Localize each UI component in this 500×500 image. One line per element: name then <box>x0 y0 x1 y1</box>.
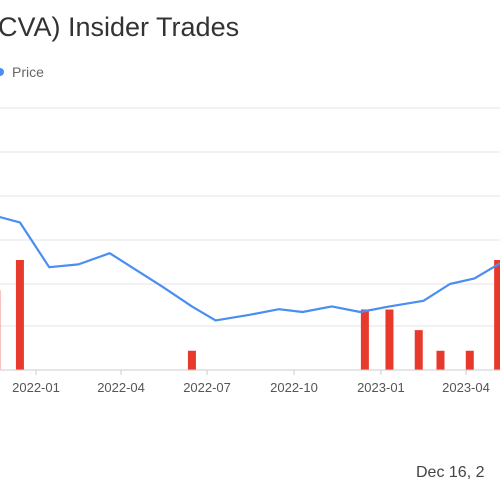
price-line[interactable] <box>0 208 500 322</box>
x-tick-label-5: 2023-04 <box>442 380 490 395</box>
chart-title: CVA) Insider Trades <box>0 12 240 42</box>
chart-legend[interactable]: Price <box>0 64 44 80</box>
trade-bar-6[interactable] <box>436 350 445 370</box>
trade-bar-4[interactable] <box>385 309 394 371</box>
x-tick-label-0: 2022-01 <box>12 380 60 395</box>
trade-bar-5[interactable] <box>414 330 423 370</box>
trade-bar-1[interactable] <box>15 260 24 370</box>
legend-price-label: Price <box>12 64 44 80</box>
trade-bar-2[interactable] <box>187 350 196 370</box>
trade-bar-3[interactable] <box>360 309 369 371</box>
x-tick-label-2: 2022-07 <box>183 380 231 395</box>
x-tick-label-4: 2023-01 <box>357 380 405 395</box>
grid-lines <box>0 107 500 327</box>
price-line-layer <box>0 208 500 322</box>
insider-trade-bars <box>0 260 500 370</box>
legend-price-swatch <box>0 68 4 76</box>
trade-bar-7[interactable] <box>465 350 474 370</box>
x-tick-label-3: 2022-10 <box>270 380 318 395</box>
x-tick-label-1: 2022-04 <box>97 380 145 395</box>
trade-bar-8[interactable] <box>494 260 500 370</box>
x-axis: 2022-01 2022-04 2022-07 2022-10 2023-01 2023-… <box>0 369 500 395</box>
footer-date: Dec 16, 2 <box>416 464 485 481</box>
